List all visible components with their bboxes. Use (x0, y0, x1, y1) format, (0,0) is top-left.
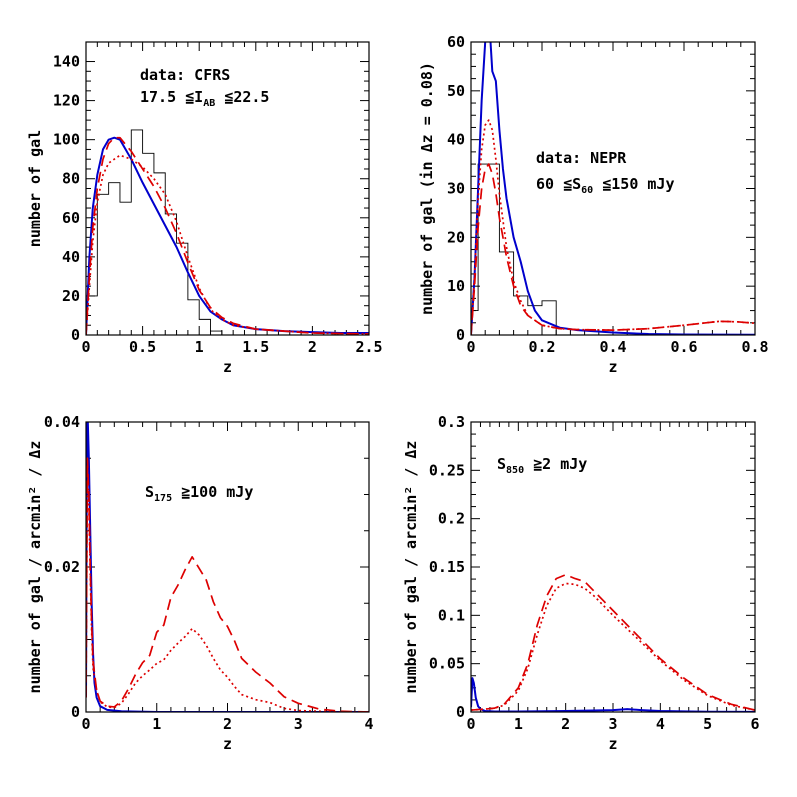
annotation-subscript: 60 (581, 185, 593, 196)
x-tick-label: 2 (308, 338, 317, 356)
x-tick-label: 0 (81, 338, 90, 356)
annotation-prefix: S (497, 455, 506, 473)
y-tick-label: 0 (71, 703, 80, 721)
x-tick-label: 4 (656, 715, 665, 733)
model-curve-solid (86, 136, 369, 335)
y-tick-label: 0.3 (438, 413, 465, 431)
annotation-line1: data: CFRS (140, 66, 230, 84)
y-tick-label: 0.04 (44, 413, 80, 431)
panel-cfrs: 0 0.5 1 1.5 2 2.5 0 20 40 60 80 100 120 140 z number of… (26, 41, 383, 376)
model-curve-solid (86, 422, 369, 712)
annotation-suffix: ≦150 mJy (593, 175, 674, 193)
annotation-prefix: 60 ≦S (536, 175, 581, 193)
x-tick-label: 0.5 (129, 338, 156, 356)
model-curve-dashed (86, 457, 369, 712)
y-tick-label: 100 (53, 131, 80, 149)
model-curve-dotted (471, 582, 755, 711)
model-curve-dashed (471, 573, 755, 711)
x-tick-label: 2 (561, 715, 570, 733)
data-histogram (471, 163, 571, 335)
x-tick-label: 0.6 (670, 338, 697, 356)
y-axis-label-delta: Δz (418, 134, 436, 152)
data-histogram (86, 129, 234, 335)
plot-frame (470, 421, 756, 713)
y-axis-label: number of gal / arcmin² / Δz (402, 441, 420, 694)
y-tick-label: 0.2 (438, 510, 465, 528)
y-tick-label: 60 (447, 33, 465, 51)
annotation-selection: 60 ≦S60 ≦150 mJy (536, 175, 674, 196)
y-axis-label: number of gal / arcmin² / Δz (26, 441, 44, 694)
annotation-selection: S175 ≧100 mJy (145, 483, 253, 504)
y-tick-label: 0 (456, 326, 465, 344)
y-tick-label: 140 (53, 53, 80, 71)
y-tick-label: 80 (62, 170, 80, 188)
y-tick-label: 40 (62, 248, 80, 266)
x-tick-label: 3 (294, 715, 303, 733)
y-tick-label: 0 (456, 703, 465, 721)
x-tick-label: 0 (466, 715, 475, 733)
y-axis-label-suffix: = 0.08) (418, 62, 436, 134)
y-tick-label: 40 (447, 131, 465, 149)
x-axis-label: z (608, 358, 617, 376)
annotation-suffix: ≧2 mJy (524, 455, 587, 473)
y-axis-label: number of gal (26, 130, 44, 247)
x-tick-label: 3 (608, 715, 617, 733)
y-tick-label: 10 (447, 277, 465, 295)
annotation-subscript: AB (203, 98, 215, 109)
panel-nepr: 0 0.2 0.4 0.6 0.8 0 10 20 30 40 50 60 z number of gal… (418, 33, 769, 376)
x-tick-label: 2 (223, 715, 232, 733)
y-tick-label: 60 (62, 209, 80, 227)
y-tick-label: 0.25 (429, 461, 465, 479)
model-curve-dashed (86, 136, 369, 335)
x-tick-label: 5 (703, 715, 712, 733)
x-tick-label: 0 (81, 715, 90, 733)
annotation-subscript: 850 (506, 465, 524, 476)
y-axis-label: number of gal (in Δz = 0.08) (418, 62, 436, 315)
model-curve-dashed (471, 163, 755, 335)
model-curve-dotted (86, 464, 369, 712)
x-tick-label: 6 (750, 715, 759, 733)
x-axis-label: z (223, 358, 232, 376)
annotation-suffix: ≦22.5 (215, 88, 269, 106)
y-tick-label: 0.15 (429, 558, 465, 576)
annotation-line1: data: NEPR (536, 149, 627, 167)
x-axis-label: z (223, 735, 232, 753)
x-axis-label: z (608, 735, 617, 753)
y-tick-label: 0.02 (44, 558, 80, 576)
y-tick-label: 30 (447, 180, 465, 198)
x-tick-label: 4 (364, 715, 373, 733)
model-curve-dotted (86, 154, 369, 335)
panel-s175: 0 1 2 3 4 0 0.02 0.04 z number of gal / arcmin² /… (26, 413, 374, 753)
y-tick-label: 0.1 (438, 606, 465, 624)
y-tick-label: 0 (71, 326, 80, 344)
x-tick-label: 0.2 (528, 338, 555, 356)
model-curve-solid (471, 42, 755, 335)
panel-s850: 0 1 2 3 4 5 6 0 0.05 0.1 0.15 0.2 0.25 0.3 z number of … (402, 413, 760, 753)
annotation-prefix: S (145, 483, 154, 501)
annotation-selection: S850 ≧2 mJy (497, 455, 587, 476)
annotation-selection: 17.5 ≦IAB ≦22.5 (140, 88, 269, 109)
x-tick-label: 1 (195, 338, 204, 356)
x-tick-label: 1 (152, 715, 161, 733)
x-tick-label: 0 (466, 338, 475, 356)
plot-frame (85, 41, 370, 336)
plot-frame (470, 41, 756, 336)
x-tick-label: 1.5 (242, 338, 269, 356)
annotation-suffix: ≧100 mJy (172, 483, 253, 501)
y-tick-label: 20 (62, 287, 80, 305)
annotation-prefix: 17.5 ≦I (140, 88, 203, 106)
x-tick-label: 1 (514, 715, 523, 733)
y-tick-label: 50 (447, 82, 465, 100)
y-tick-label: 20 (447, 228, 465, 246)
annotation-subscript: 175 (154, 493, 172, 504)
model-curve-dotted (471, 119, 755, 335)
y-tick-label: 0.05 (429, 655, 465, 673)
y-tick-label: 120 (53, 92, 80, 110)
x-tick-label: 2.5 (355, 338, 382, 356)
y-axis-label-prefix: number of gal (in (418, 152, 436, 315)
x-tick-label: 0.8 (741, 338, 768, 356)
plot-frame (85, 421, 370, 713)
x-tick-label: 0.4 (599, 338, 626, 356)
